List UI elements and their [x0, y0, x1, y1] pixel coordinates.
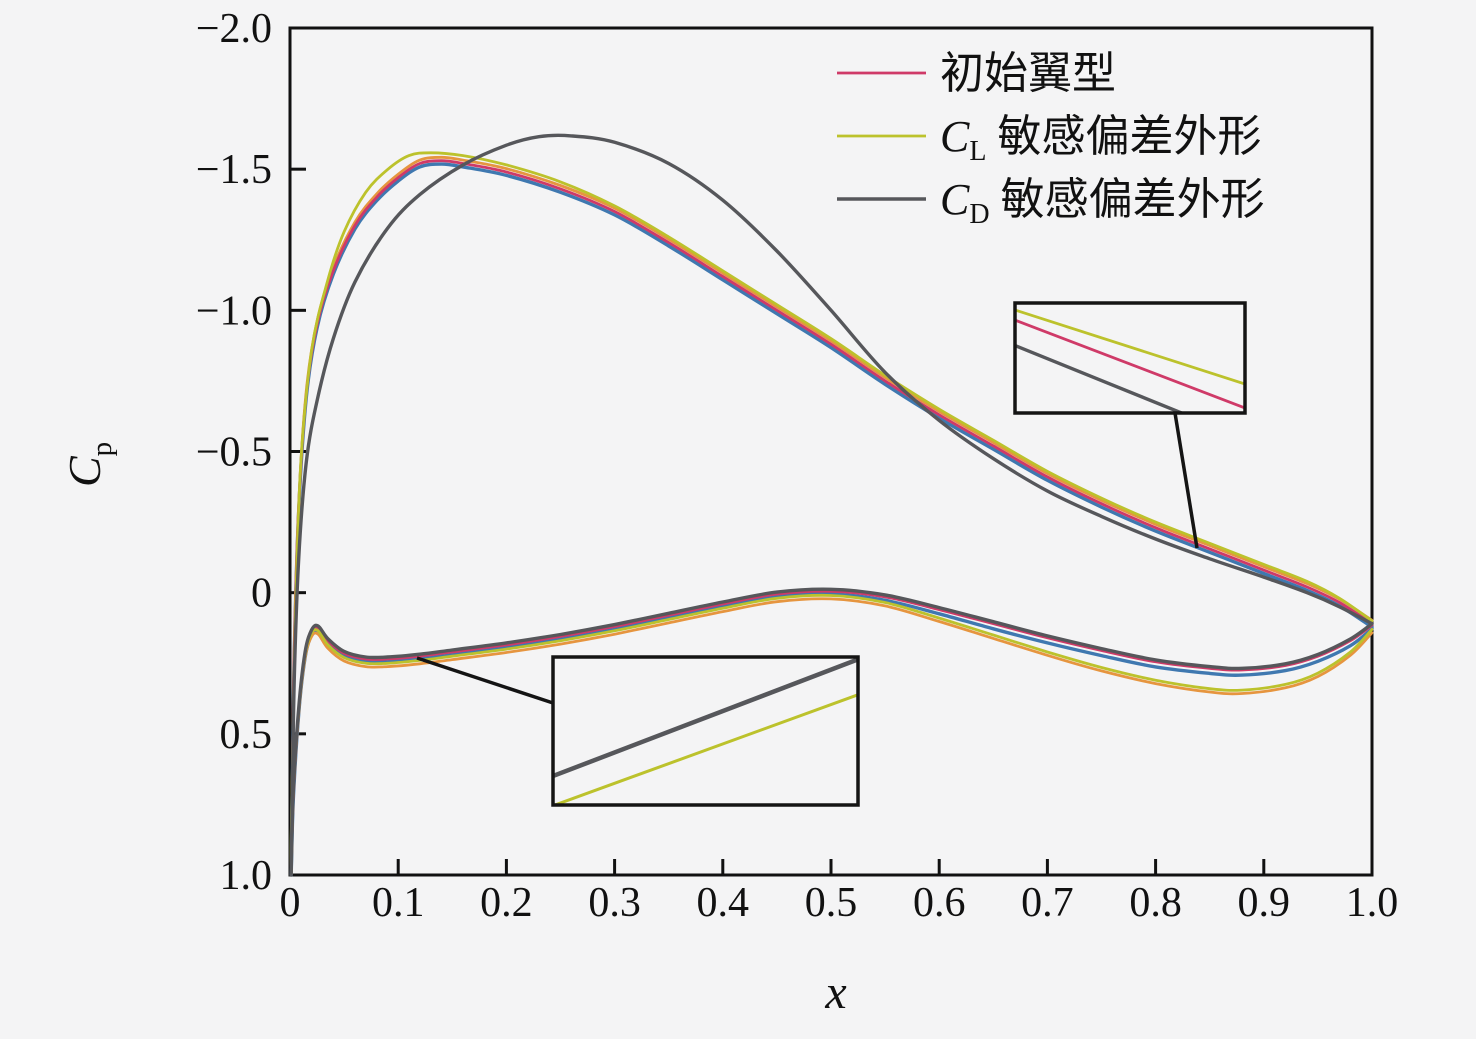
- inset-line: [1015, 343, 1187, 413]
- inset-leader-lines: [416, 412, 1199, 705]
- x-tick-label: 0.7: [1021, 880, 1074, 926]
- y-tick-label: 0: [251, 571, 272, 617]
- cp-curves: [289, 133, 1374, 877]
- legend-label-cl-shape: CL 敏感偏差外形: [940, 112, 1261, 167]
- x-tick-label: 0.8: [1129, 880, 1182, 926]
- x-axis-label: x: [824, 966, 846, 1019]
- y-axis-label: Cp: [59, 442, 118, 487]
- inset-line: [1015, 318, 1245, 410]
- inset-line: [553, 693, 858, 805]
- x-tick-label: 0.5: [805, 880, 858, 926]
- inset-line: [1015, 308, 1245, 386]
- upper-surface-zoom-inset-content: [1015, 308, 1245, 413]
- axis-labels: x Cp: [59, 442, 847, 1019]
- lower-surface-zoom-inset-content: [553, 657, 858, 805]
- y-tick-label: −0.5: [196, 430, 272, 476]
- series-cd-shape: [289, 133, 1374, 877]
- x-tick-label: 0.9: [1238, 880, 1291, 926]
- y-tick-label: −1.0: [196, 288, 272, 334]
- x-tick-label: 0.1: [372, 880, 425, 926]
- lower-surface-zoom-inset-background: [553, 657, 858, 805]
- zoom-insets: [551, 301, 1247, 807]
- y-tick-label: −1.5: [196, 147, 272, 193]
- x-tick-label: 0.2: [480, 880, 533, 926]
- lower-surface-zoom-inset: [551, 655, 860, 807]
- axes: 0 0.1 0.2 0.3 0.4 0.5 0.6 0.7 0.8 0.9 1.0 −2.0 −1.5 −…: [196, 6, 1398, 926]
- leader-line: [1173, 412, 1199, 549]
- y-tick-label: −2.0: [196, 6, 272, 52]
- x-tick-label: 1.0: [1346, 880, 1399, 926]
- x-tick-label: 0.4: [697, 880, 750, 926]
- y-tick-label: 0.5: [220, 712, 273, 758]
- inset-line: [553, 657, 858, 779]
- legend: 初始翼型 CL 敏感偏差外形 CD 敏感偏差外形: [837, 49, 1265, 230]
- legend-label-initial: 初始翼型: [940, 49, 1116, 98]
- x-tick-label: 0: [280, 880, 301, 926]
- leader-line: [416, 656, 554, 705]
- upper-surface-zoom-inset: [1013, 301, 1247, 415]
- x-tick-label: 0.3: [588, 880, 641, 926]
- y-tick-label: 1.0: [220, 853, 273, 899]
- x-tick-label: 0.6: [913, 880, 966, 926]
- legend-label-cd-shape: CD 敏感偏差外形: [940, 175, 1265, 230]
